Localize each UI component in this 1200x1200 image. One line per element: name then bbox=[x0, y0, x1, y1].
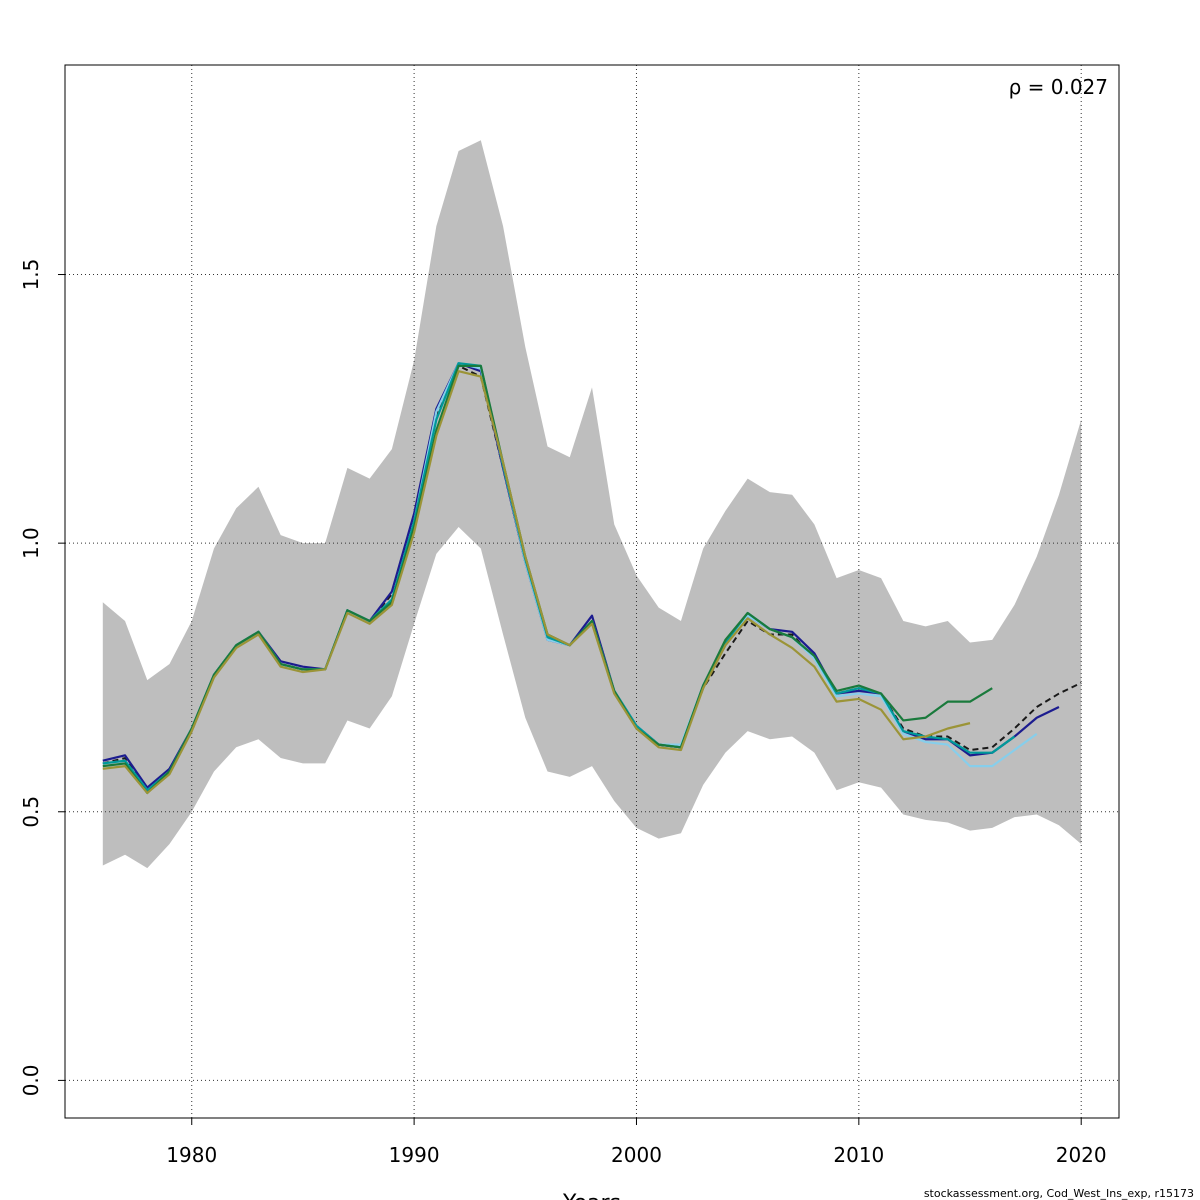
confidence-band bbox=[102, 140, 1082, 869]
x-axis: 1980 1990 2000 2010 2020 bbox=[166, 1118, 1107, 1167]
y-tick-label: 1.5 bbox=[19, 259, 43, 291]
x-tick-label: 2020 bbox=[1056, 1143, 1107, 1167]
x-tick-label: 2010 bbox=[833, 1143, 884, 1167]
x-tick-label: 2000 bbox=[611, 1143, 662, 1167]
x-axis-label: Years bbox=[562, 1191, 621, 1200]
confidence-band-layer bbox=[102, 140, 1082, 869]
rho-annotation: ρ = 0.027 bbox=[1009, 75, 1108, 99]
plot-frame bbox=[64, 64, 1120, 1119]
x-tick-label: 1990 bbox=[389, 1143, 440, 1167]
y-axis: 0.0 0.5 1.0 1.5 bbox=[19, 259, 65, 1096]
series-layer bbox=[102, 362, 1082, 795]
x-tick-label: 1980 bbox=[166, 1143, 217, 1167]
series-line-6 bbox=[102, 370, 971, 795]
y-tick-label: 0.5 bbox=[19, 796, 43, 828]
y-tick-label: 0.0 bbox=[19, 1064, 43, 1096]
footer-credit: stockassessment.org, Cod_West_Ins_exp, r… bbox=[924, 1187, 1194, 1200]
y-tick-label: 1.0 bbox=[19, 527, 43, 559]
